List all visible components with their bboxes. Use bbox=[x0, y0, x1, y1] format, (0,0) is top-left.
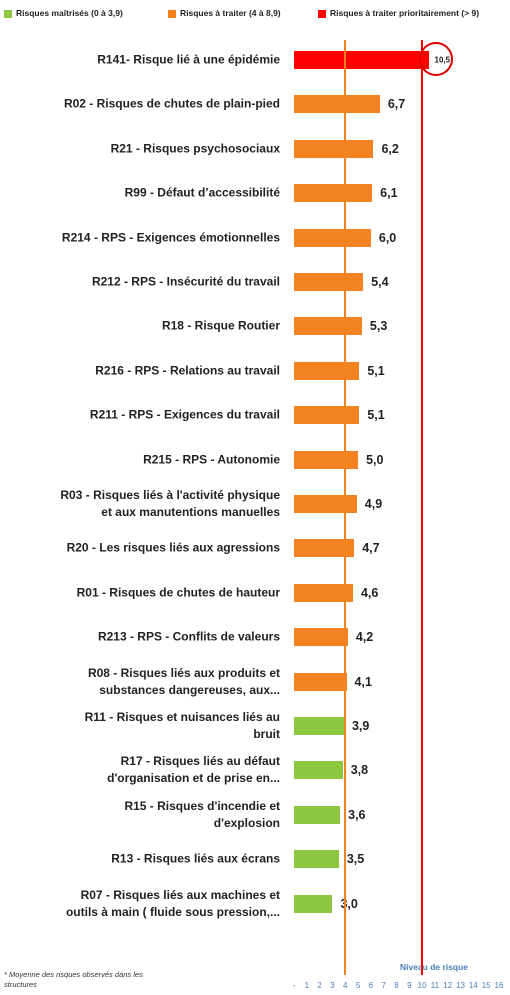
x-tick-label: 6 bbox=[368, 981, 374, 990]
x-tick-label: 3 bbox=[330, 981, 335, 990]
category-label: R17 - Risques liés au défaut d'organisat… bbox=[107, 754, 280, 786]
value-label: 6,1 bbox=[380, 186, 398, 201]
bar bbox=[294, 450, 359, 469]
bar bbox=[294, 583, 353, 602]
category-label: R141- Risque lié à une épidémie bbox=[97, 52, 280, 67]
category-label: R211 - RPS - Exigences du travail bbox=[89, 407, 280, 422]
x-tick-label: 10 bbox=[417, 981, 427, 990]
bar bbox=[294, 317, 362, 336]
value-label: 5,1 bbox=[367, 363, 385, 378]
bar bbox=[294, 628, 348, 647]
value-label: 3,0 bbox=[340, 896, 358, 911]
reference-line bbox=[344, 40, 347, 975]
legend-label: Risques maîtrisés (0 à 3,9) bbox=[16, 8, 123, 18]
x-tick-label: 16 bbox=[494, 981, 504, 990]
x-tick-label: 11 bbox=[430, 981, 440, 990]
x-tick-label: 8 bbox=[394, 981, 399, 990]
x-tick-label: 7 bbox=[381, 981, 386, 990]
x-tick-label: 12 bbox=[443, 981, 453, 990]
bar bbox=[294, 539, 355, 558]
x-tick-label: 4 bbox=[343, 981, 348, 990]
x-tick-label: 2 bbox=[317, 981, 322, 990]
bar bbox=[294, 495, 357, 513]
bar bbox=[294, 894, 333, 913]
category-label: R216 - RPS - Relations au travail bbox=[95, 363, 280, 378]
legend-swatch bbox=[318, 10, 326, 18]
bar bbox=[294, 361, 360, 380]
category-label: R20 - Les risques liés aux agressions bbox=[66, 540, 280, 555]
value-label: 5,0 bbox=[366, 452, 384, 467]
legend-swatch bbox=[168, 10, 176, 18]
value-label: 5,3 bbox=[369, 319, 388, 334]
bar bbox=[294, 228, 371, 247]
category-label: R15 - Risques d'incendie et d'explosion bbox=[124, 798, 280, 830]
bar bbox=[294, 95, 380, 114]
category-label: R215 - RPS - Autonomie bbox=[143, 452, 280, 467]
bar bbox=[294, 273, 364, 291]
x-tick-label: - bbox=[292, 981, 296, 990]
x-tick-label: 5 bbox=[355, 981, 361, 990]
x-axis-label: Niveau de risque bbox=[400, 962, 469, 972]
category-label: R99 - Défaut d’accessibilité bbox=[124, 185, 280, 200]
bar bbox=[294, 51, 429, 69]
legend-swatch bbox=[4, 10, 12, 18]
bar bbox=[294, 717, 344, 735]
highlight-circle bbox=[418, 42, 453, 76]
category-label: R214 - RPS - Exigences émotionnelles bbox=[61, 230, 280, 245]
value-label: 3,5 bbox=[346, 852, 365, 867]
category-label: R03 - Risques liés à l'activité physique… bbox=[60, 488, 280, 519]
category-label: R11 - Risques et nuisances liés au bruit bbox=[84, 710, 280, 741]
value-label: 4,7 bbox=[362, 541, 380, 556]
category-label: R13 - Risques liés aux écrans bbox=[111, 851, 280, 866]
category-label: R212 - RPS - Insécurité du travail bbox=[91, 274, 280, 289]
x-tick-label: 13 bbox=[456, 981, 466, 990]
x-tick-label: 9 bbox=[407, 981, 412, 990]
bar bbox=[294, 761, 343, 780]
value-label: 3,9 bbox=[351, 719, 370, 733]
category-label: R21 - Risques psychosociaux bbox=[110, 141, 280, 156]
value-label: 6,0 bbox=[378, 230, 397, 245]
category-label: R18 - Risque Routier bbox=[161, 318, 280, 333]
category-label: R07 - Risques liés aux machines et outil… bbox=[65, 887, 280, 919]
bar bbox=[294, 850, 339, 869]
bar bbox=[294, 184, 373, 203]
legend-label: Risques à traiter prioritairement (> 9) bbox=[330, 8, 480, 18]
value-label: 6,7 bbox=[387, 97, 406, 112]
value-label: 3,6 bbox=[348, 807, 366, 822]
value-label: 5,1 bbox=[367, 408, 385, 423]
bar bbox=[294, 672, 347, 691]
value-label: 6,2 bbox=[381, 141, 399, 156]
x-tick-label: 1 bbox=[304, 981, 310, 990]
category-label: R213 - RPS - Conflits de valeurs bbox=[97, 629, 280, 644]
category-label: R01 - Risques de chutes de hauteur bbox=[76, 585, 280, 600]
value-label: 3,8 bbox=[350, 763, 369, 778]
value-label: 4,2 bbox=[355, 630, 374, 645]
category-label: R08 - Risques liés aux produits et subst… bbox=[87, 665, 280, 697]
footnote: * Moyenne des risques observés dans les … bbox=[4, 970, 143, 989]
bar bbox=[294, 139, 374, 158]
bar bbox=[294, 406, 360, 425]
reference-line bbox=[421, 40, 424, 975]
value-label: 4,1 bbox=[354, 674, 372, 689]
x-tick-label: 15 bbox=[481, 981, 491, 990]
value-label: 4,6 bbox=[360, 585, 379, 600]
category-label: R02 - Risques de chutes de plain-pied bbox=[63, 96, 280, 111]
value-label: 4,9 bbox=[364, 497, 383, 511]
value-label: 5,4 bbox=[371, 275, 389, 289]
legend-label: Risques à traiter (4 à 8,9) bbox=[180, 8, 281, 18]
x-tick-label: 14 bbox=[468, 981, 478, 990]
bar bbox=[294, 805, 341, 824]
